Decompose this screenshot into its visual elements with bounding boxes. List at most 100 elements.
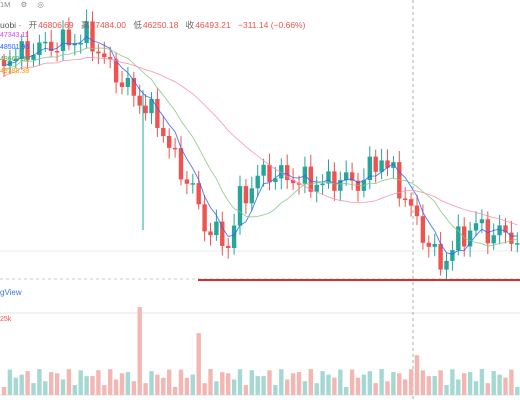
candle-body bbox=[78, 43, 83, 45]
ma-label-3: 48669.68 bbox=[0, 56, 29, 64]
candle-body bbox=[196, 183, 201, 205]
interval-label[interactable]: 1M bbox=[0, 0, 11, 9]
candle-body bbox=[379, 160, 384, 172]
candle-body bbox=[503, 225, 508, 233]
volume-bar bbox=[1, 387, 7, 395]
high-value: 47484.00 bbox=[90, 20, 126, 30]
volume-label: 25k bbox=[0, 316, 12, 323]
volume-bar bbox=[125, 372, 131, 395]
candle-body bbox=[184, 179, 190, 184]
candle-body bbox=[326, 171, 331, 184]
volume-bar bbox=[78, 370, 83, 395]
volume-bar bbox=[137, 307, 142, 395]
volume-bar bbox=[473, 381, 479, 395]
volume-bar bbox=[243, 385, 249, 395]
volume-bar bbox=[302, 381, 308, 395]
volume-bar bbox=[7, 369, 13, 395]
volume-bar bbox=[444, 385, 449, 395]
candle-body bbox=[290, 179, 296, 184]
candle-body bbox=[178, 148, 184, 180]
candle-body bbox=[367, 156, 372, 181]
low-label: 低 bbox=[133, 20, 142, 30]
symbol-name[interactable]: uobi bbox=[0, 20, 17, 30]
candle-body bbox=[49, 41, 54, 51]
candle-body bbox=[237, 186, 243, 226]
candle-body bbox=[167, 135, 172, 148]
candle-body bbox=[485, 219, 490, 244]
volume-bar bbox=[255, 376, 260, 395]
volume-bar bbox=[420, 370, 426, 395]
volume-bar bbox=[450, 369, 455, 395]
ma-label-4: 49388.38 bbox=[0, 68, 29, 76]
volume-bar bbox=[290, 373, 296, 395]
volume-bar bbox=[131, 381, 136, 395]
volume-bar bbox=[408, 369, 414, 395]
volume-bar bbox=[161, 377, 166, 395]
candle-body bbox=[456, 226, 461, 251]
volume-bar bbox=[196, 333, 201, 395]
volume-bar bbox=[279, 369, 284, 395]
candle-body bbox=[66, 29, 72, 46]
moving-average-line bbox=[3, 35, 518, 255]
candle-body bbox=[515, 243, 520, 245]
volume-bar bbox=[60, 379, 66, 395]
camera-icon[interactable]: ◎ bbox=[37, 0, 44, 9]
volume-bar bbox=[361, 374, 367, 395]
volume-bar bbox=[344, 386, 349, 395]
candle-body bbox=[320, 183, 325, 186]
candle-body bbox=[249, 188, 254, 204]
volume-bar bbox=[314, 383, 319, 395]
candle-body bbox=[155, 98, 160, 128]
candle-body bbox=[302, 166, 308, 184]
volume-bar bbox=[214, 381, 219, 395]
candle-body bbox=[226, 245, 231, 249]
candle-body bbox=[438, 243, 443, 270]
candle-body bbox=[426, 242, 431, 247]
volume-bar bbox=[190, 374, 195, 395]
candle-body bbox=[202, 204, 207, 232]
volume-bar bbox=[426, 376, 431, 395]
candle-body bbox=[214, 221, 219, 236]
volume-bar bbox=[397, 373, 402, 395]
volume-bar bbox=[261, 376, 266, 395]
candle-body bbox=[96, 51, 101, 54]
volume-bar bbox=[391, 372, 396, 395]
volume-bar bbox=[119, 373, 125, 395]
volume-bar bbox=[379, 369, 384, 395]
ma-label-1: 47343.11 bbox=[0, 32, 29, 40]
volume-bar bbox=[462, 373, 467, 395]
volume-bar bbox=[13, 377, 18, 395]
volume-bar bbox=[338, 369, 343, 395]
volume-bar bbox=[143, 383, 148, 395]
volume-bar bbox=[25, 371, 30, 395]
low-value: 46250.18 bbox=[142, 20, 179, 30]
candle-body bbox=[1, 60, 7, 66]
candle-body bbox=[172, 147, 178, 150]
candle-body bbox=[349, 172, 355, 181]
candle-body bbox=[338, 180, 343, 191]
volume-bar bbox=[113, 379, 119, 395]
volume-bar bbox=[96, 370, 101, 395]
change-value: −311.14 (−0.66%) bbox=[238, 20, 306, 30]
candle-body bbox=[462, 226, 467, 247]
candle-body bbox=[261, 164, 266, 176]
volume-bar bbox=[202, 383, 207, 395]
ma-value-2: 48501.96 bbox=[0, 44, 30, 51]
volume-bar bbox=[167, 369, 172, 395]
candle-body bbox=[479, 219, 485, 224]
volume-bar bbox=[108, 369, 113, 395]
volume-bar bbox=[231, 379, 237, 395]
candle-body bbox=[509, 232, 514, 244]
candle-body bbox=[90, 21, 95, 52]
settings-icon[interactable]: ⚙ bbox=[20, 0, 28, 9]
volume-bar bbox=[326, 374, 331, 395]
candle-body bbox=[108, 57, 113, 60]
volume-bar bbox=[515, 386, 520, 395]
volume-bar bbox=[296, 372, 302, 395]
volume-bar bbox=[72, 385, 77, 395]
volume-bar bbox=[438, 370, 443, 395]
candle-body bbox=[161, 127, 166, 136]
candle-body bbox=[25, 41, 30, 60]
